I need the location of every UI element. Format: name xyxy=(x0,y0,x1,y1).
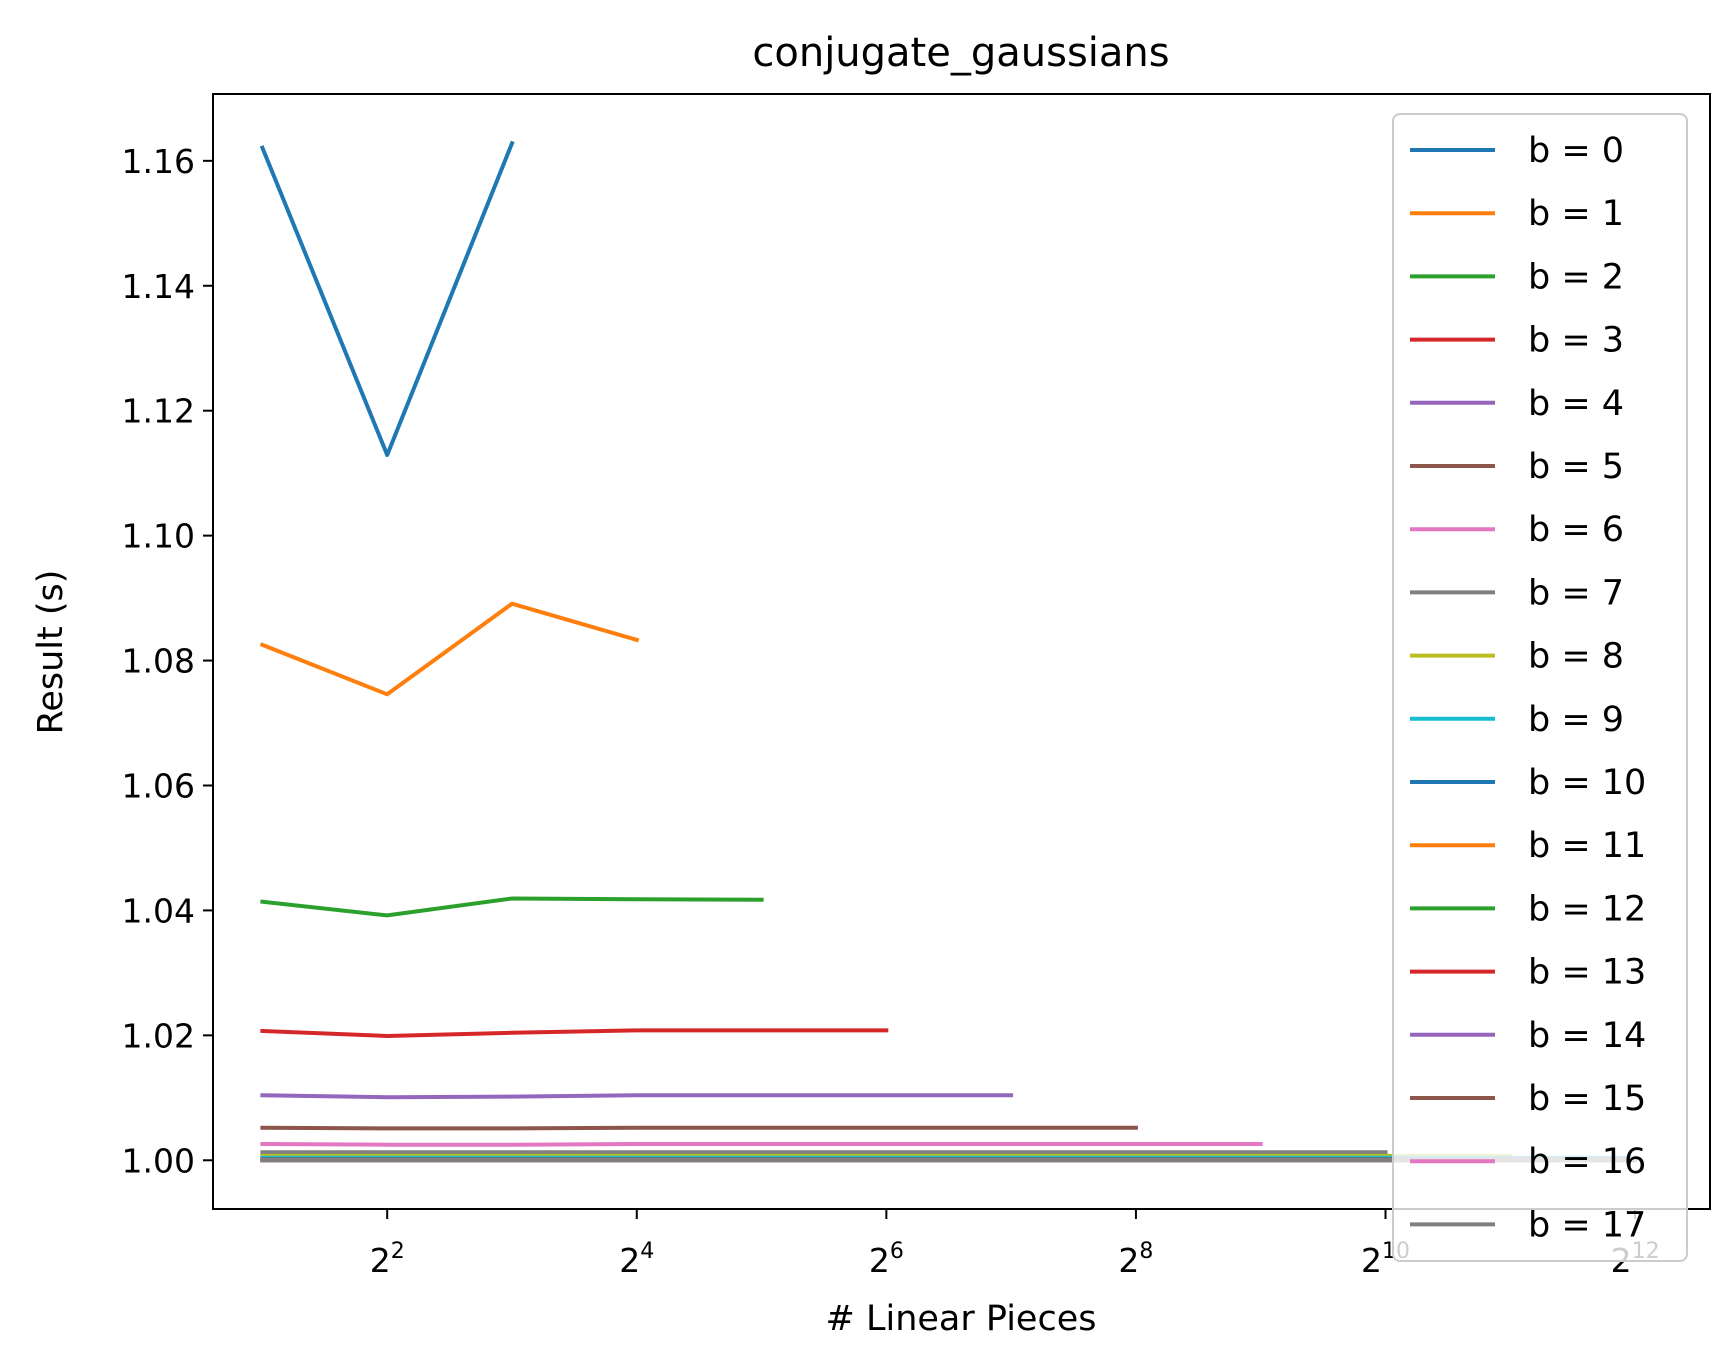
chart-title: conjugate_gaussians xyxy=(752,30,1169,76)
series-line-b0 xyxy=(259,140,515,457)
y-tick-label: 1.08 xyxy=(122,642,195,681)
legend-label-b13: b = 13 xyxy=(1528,953,1646,993)
legend-label-b12: b = 12 xyxy=(1528,889,1646,929)
y-axis: 1.00 1.02 1.04 1.06 1.08 1.10 1.12 1.14 1.16 xyxy=(122,142,213,1180)
series-line-b1 xyxy=(259,601,640,697)
y-tick-label: 1.04 xyxy=(122,891,195,930)
series-line-b4 xyxy=(260,1093,1014,1100)
legend-label-b6: b = 6 xyxy=(1528,510,1624,550)
legend-label-b16: b = 16 xyxy=(1528,1142,1646,1182)
legend-label-b3: b = 3 xyxy=(1528,321,1624,361)
y-tick-label: 1.06 xyxy=(122,766,195,805)
y-tick-label: 1.16 xyxy=(122,142,195,181)
series-line-b6 xyxy=(260,1141,1263,1147)
y-tick-label: 1.14 xyxy=(122,267,195,306)
x-tick-label: 22 xyxy=(370,1239,405,1280)
legend-label-b11: b = 11 xyxy=(1528,826,1646,866)
x-tick-label: 24 xyxy=(619,1239,654,1280)
x-tick-label: 26 xyxy=(869,1239,904,1280)
legend-label-b1: b = 1 xyxy=(1528,194,1624,234)
x-axis-label: # Linear Pieces xyxy=(826,1299,1097,1339)
legend-label-b0: b = 0 xyxy=(1528,131,1624,171)
series-line-b3 xyxy=(260,1028,889,1038)
legend-label-b4: b = 4 xyxy=(1528,384,1624,424)
legend-label-b17: b = 17 xyxy=(1528,1205,1646,1245)
legend-box xyxy=(1392,113,1688,1262)
legend-label-b15: b = 15 xyxy=(1528,1079,1646,1119)
legend-label-b9: b = 9 xyxy=(1528,700,1624,740)
y-tick-label: 1.00 xyxy=(122,1141,195,1180)
legend-label-b10: b = 10 xyxy=(1528,763,1646,803)
x-tick-label: 28 xyxy=(1118,1239,1153,1280)
legend: b = 0 b = 1 b = 2 b = 3 b = 4 b = 5 b = 6 b = 7… xyxy=(1392,113,1688,1262)
series-line-b5 xyxy=(260,1125,1138,1131)
plot-area-frame xyxy=(212,93,1711,1210)
legend-label-b14: b = 14 xyxy=(1528,1016,1646,1056)
legend-label-b2: b = 2 xyxy=(1528,257,1624,297)
legend-label-b5: b = 5 xyxy=(1528,447,1624,487)
series-line-b2 xyxy=(260,896,764,918)
legend-label-b7: b = 7 xyxy=(1528,573,1624,613)
y-tick-label: 1.12 xyxy=(122,392,195,431)
y-axis-label: Result (s) xyxy=(31,570,71,735)
y-tick-label: 1.10 xyxy=(122,517,195,556)
legend-label-b8: b = 8 xyxy=(1528,637,1624,677)
y-tick-label: 1.02 xyxy=(122,1016,195,1055)
